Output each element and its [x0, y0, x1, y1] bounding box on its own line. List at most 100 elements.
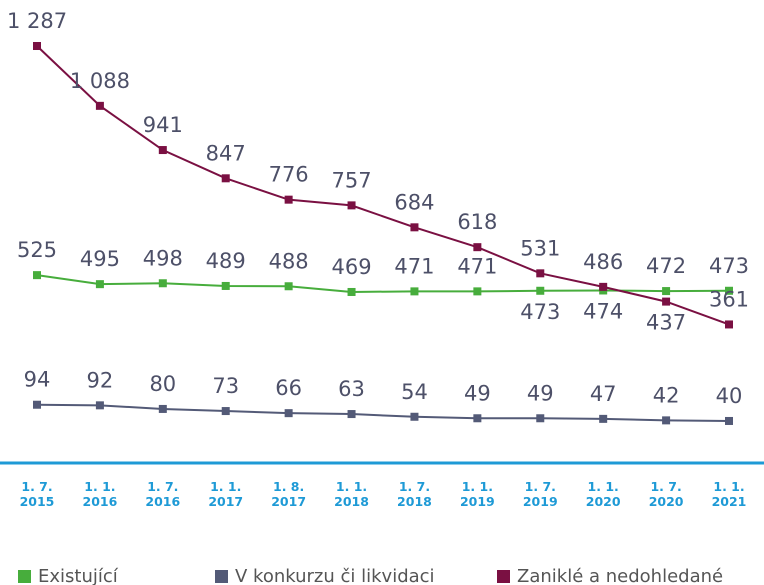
x-tick-line: 2016 — [145, 494, 180, 509]
point — [347, 287, 356, 296]
x-tick-line: 1. 1. — [462, 479, 493, 494]
point — [221, 407, 230, 416]
data-label: 66 — [275, 376, 302, 400]
x-tick-label: 1. 1. 2019 — [460, 479, 495, 509]
point — [725, 416, 733, 425]
data-label: 63 — [338, 377, 365, 401]
data-label: 94 — [24, 368, 51, 392]
point — [473, 414, 482, 423]
x-tick-line: 1. 7. — [21, 479, 52, 494]
data-label: 525 — [17, 238, 57, 262]
data-label: 486 — [583, 250, 623, 274]
legend-swatch — [18, 570, 31, 583]
x-tick-line: 2018 — [334, 494, 369, 509]
point — [662, 287, 671, 296]
x-tick-label: 1. 7. 2020 — [649, 479, 684, 509]
x-tick-line: 1. 7. — [399, 479, 430, 494]
series-line — [36, 274, 730, 293]
point — [221, 174, 230, 183]
x-tick-line: 1. 7. — [650, 479, 681, 494]
data-label: 498 — [143, 246, 183, 270]
data-label: 473 — [520, 300, 560, 324]
point — [95, 401, 104, 410]
x-tick-line: 1. 1. — [210, 479, 241, 494]
data-label: 1 287 — [7, 9, 67, 33]
point — [158, 279, 167, 288]
data-label: 49 — [464, 381, 491, 405]
x-tick-label: 1. 7. 2016 — [145, 479, 180, 509]
point — [536, 269, 545, 278]
x-tick-line: 2016 — [83, 494, 118, 509]
point — [536, 414, 545, 423]
data-label: 757 — [331, 168, 371, 192]
data-label: 472 — [646, 254, 686, 278]
series-line — [36, 45, 730, 326]
x-tick-line: 1. 1. — [588, 479, 619, 494]
data-label: 941 — [143, 113, 183, 137]
point — [33, 42, 41, 51]
x-tick-line: 2017 — [271, 494, 306, 509]
x-tick-label: 1. 1. 2016 — [83, 479, 118, 509]
data-label: 469 — [331, 255, 371, 279]
data-label: 473 — [709, 254, 749, 278]
data-label: 531 — [520, 236, 560, 260]
data-label: 474 — [583, 299, 623, 323]
x-tick-label: 1. 1. 2021 — [712, 479, 747, 509]
data-label: 49 — [527, 381, 554, 405]
data-label: 40 — [716, 384, 743, 408]
point — [536, 286, 545, 295]
point — [284, 282, 293, 291]
data-label: 47 — [590, 382, 617, 406]
x-tick-label: 1. 7. 2015 — [20, 479, 55, 509]
x-tick-label: 1. 1. 2020 — [586, 479, 621, 509]
legend-label: Existující — [38, 566, 119, 585]
x-tick-label: 1. 8. 2017 — [271, 479, 306, 509]
x-tick-label: 1. 7. 2019 — [523, 479, 558, 509]
x-tick-line: 1. 7. — [147, 479, 178, 494]
point — [33, 271, 41, 280]
point — [95, 101, 104, 110]
x-tick-line: 2020 — [649, 494, 684, 509]
point — [158, 146, 167, 155]
data-label: 489 — [206, 249, 246, 273]
point — [158, 404, 167, 413]
data-label: 471 — [394, 254, 434, 278]
legend-swatch — [497, 570, 510, 583]
data-label: 361 — [709, 287, 749, 311]
x-tick-line: 2015 — [20, 494, 55, 509]
point — [347, 410, 356, 419]
x-tick-line: 1. 7. — [525, 479, 556, 494]
x-tick-line: 2021 — [712, 494, 747, 509]
data-label: 42 — [653, 383, 680, 407]
data-label: 1 088 — [70, 69, 130, 93]
point — [725, 286, 733, 295]
point — [662, 297, 671, 306]
legend-label: Zaniklé a nedohledané — [517, 566, 723, 585]
series-line — [36, 403, 730, 422]
point — [473, 243, 482, 252]
point — [410, 223, 419, 232]
point — [599, 414, 608, 423]
point — [473, 287, 482, 296]
data-label: 495 — [80, 247, 120, 271]
data-label: 488 — [269, 249, 309, 273]
point — [33, 400, 41, 409]
data-label: 73 — [212, 374, 239, 398]
data-label: 471 — [457, 254, 497, 278]
x-tick-line: 1. 1. — [336, 479, 367, 494]
x-tick-label: 1. 7. 2018 — [397, 479, 432, 509]
x-tick-line: 2019 — [460, 494, 495, 509]
x-tick-label: 1. 1. 2017 — [208, 479, 243, 509]
data-label: 54 — [401, 380, 428, 404]
x-tick-line: 2017 — [208, 494, 243, 509]
data-label: 684 — [394, 190, 434, 214]
point — [410, 287, 419, 296]
point — [284, 409, 293, 418]
point — [662, 416, 671, 425]
x-tick-line: 1. 1. — [84, 479, 115, 494]
x-tick-label: 1. 1. 2018 — [334, 479, 369, 509]
data-label: 80 — [149, 372, 176, 396]
data-label: 776 — [269, 163, 309, 187]
legend-swatch — [215, 570, 228, 583]
point — [221, 281, 230, 290]
